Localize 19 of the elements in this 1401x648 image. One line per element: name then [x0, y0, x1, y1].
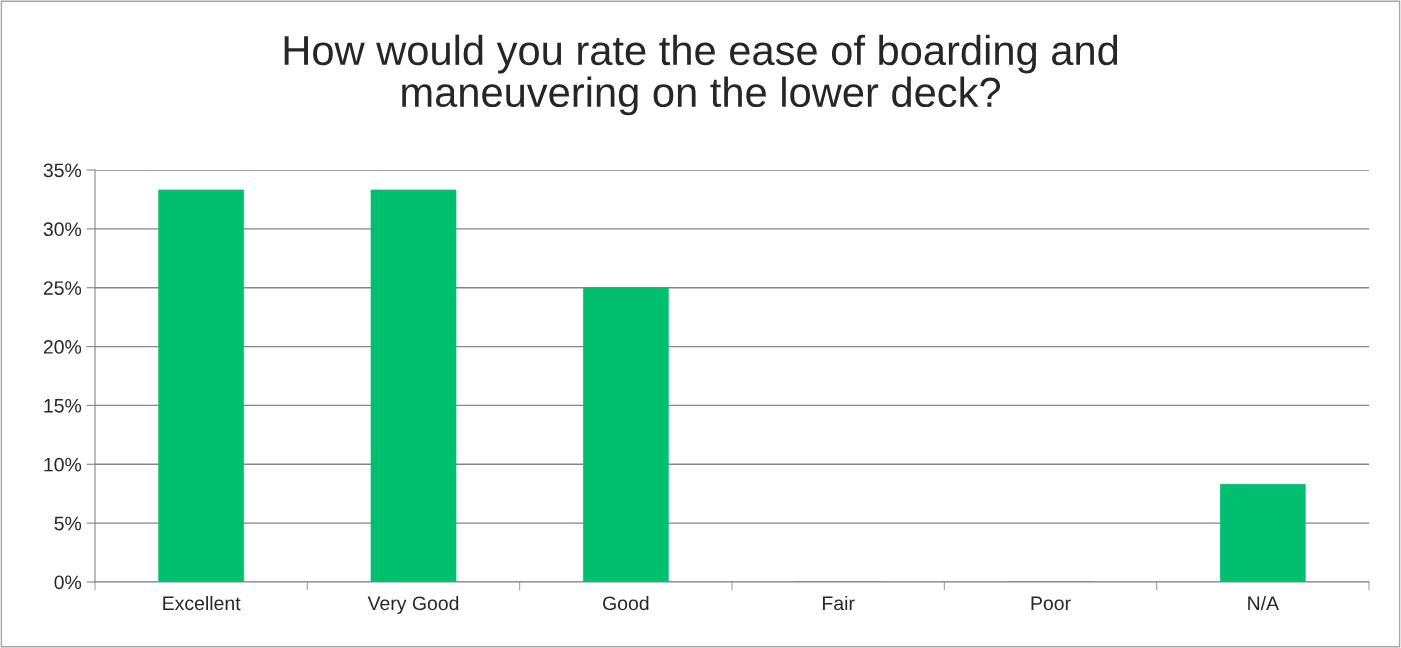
x-tick-label: Fair [823, 595, 855, 611]
x-tick-label: Good [603, 595, 649, 611]
y-tick-label: 5% [54, 516, 82, 531]
y-tick-label: 35% [43, 163, 82, 178]
y-tick-label: 15% [44, 398, 82, 413]
x-tick-label: N/A [1248, 595, 1279, 611]
x-tick-label: Poor [1031, 596, 1071, 611]
bar [1220, 483, 1306, 582]
y-tick-label: 0% [54, 575, 82, 590]
y-tick-label: 25% [43, 281, 82, 295]
bar [583, 287, 669, 582]
chart-title: How would you rate the ease of boarding and maneuvering on the lower deck? [284, 34, 1118, 116]
bar [370, 189, 457, 582]
x-tick-label: Excellent [163, 595, 241, 611]
y-tick-label: 10% [44, 457, 82, 472]
bar [158, 189, 244, 582]
x-tick-label: Very Good [367, 595, 459, 615]
y-tick-label: 30% [43, 222, 82, 237]
y-tick-label: 20% [43, 340, 82, 354]
